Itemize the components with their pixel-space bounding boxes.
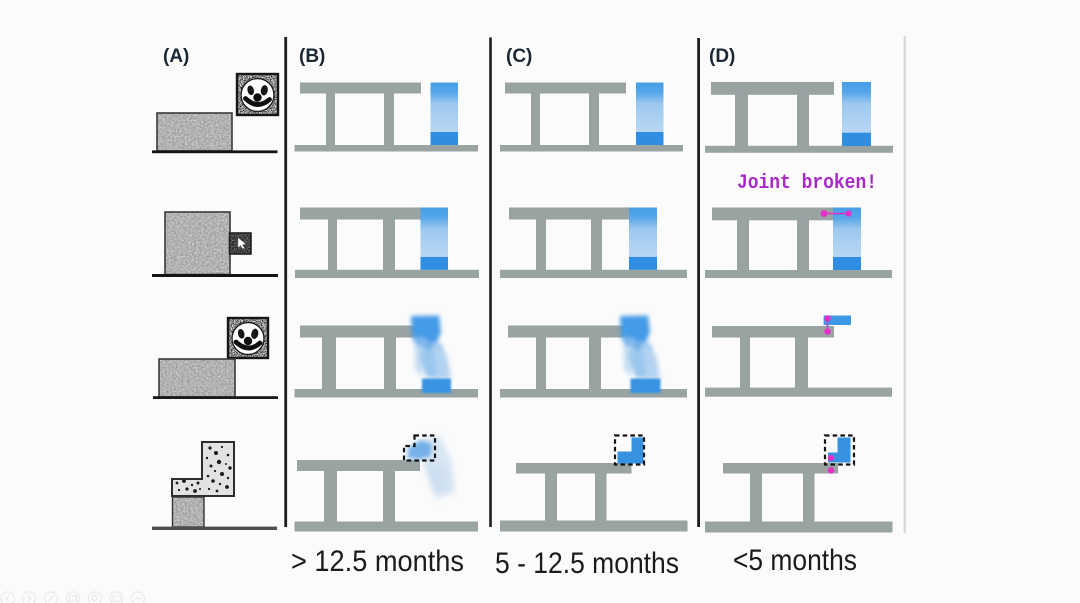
svg-text:(B): (B) [299, 46, 325, 67]
svg-text:<5 months: <5 months [733, 544, 857, 577]
svg-text:(D): (D) [709, 46, 735, 67]
svg-text:Joint broken!: Joint broken! [737, 172, 877, 195]
svg-text:(A): (A) [163, 46, 189, 67]
svg-text:> 12.5 months: > 12.5 months [291, 545, 464, 578]
svg-text:5 - 12.5 months: 5 - 12.5 months [495, 547, 679, 580]
svg-text:(C): (C) [506, 46, 532, 67]
